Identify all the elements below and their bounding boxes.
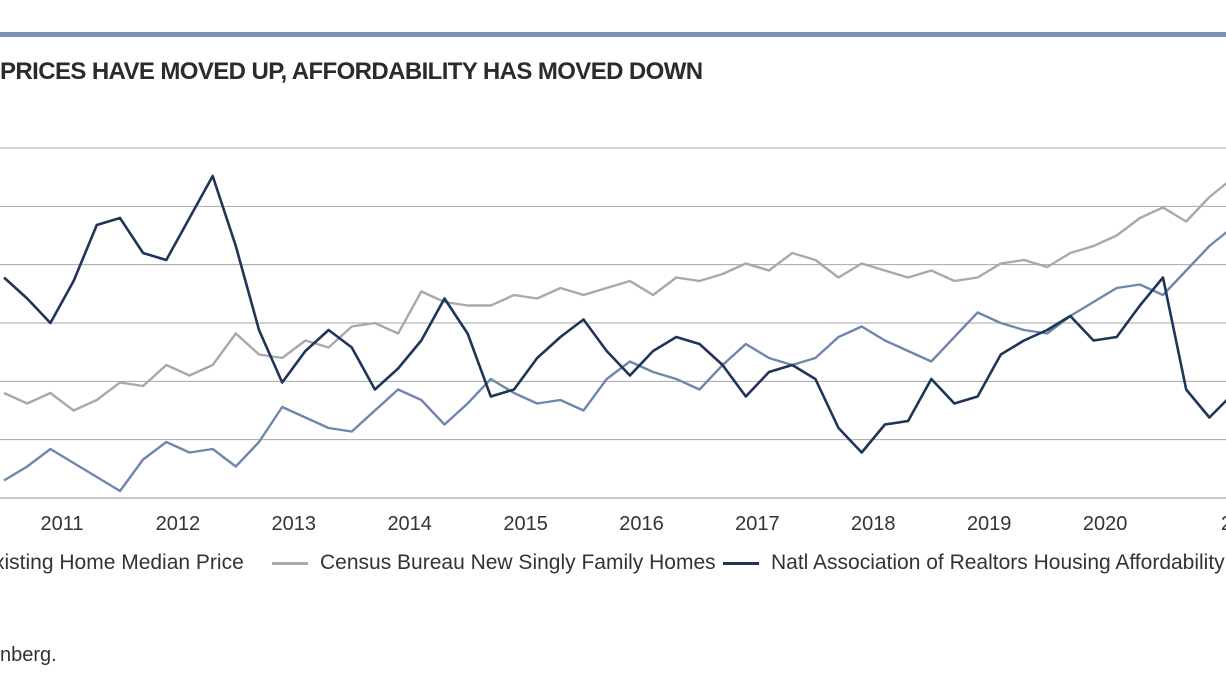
grid: [0, 147, 1226, 499]
x-tick-label: 2018: [851, 513, 896, 535]
x-tick-label: 2: [1221, 513, 1226, 535]
legend-swatch: [272, 561, 308, 565]
x-axis-ticks: 2011 2012 2013 2014 2015 2016 2017 2018 2019 2020…: [40, 513, 1226, 535]
line-chart: 2011 2012 2013 2014 2015 2016 2017 2018 2019 2020…: [0, 147, 1226, 535]
legend-item-affordability-index: Natl Association of Realtors Housing Aff…: [723, 548, 1226, 578]
series-line-0: [3, 231, 1226, 493]
legend-label: Natl Association of Realtors Housing Aff…: [771, 551, 1226, 574]
chart-title: PRICES HAVE MOVED UP, AFFORDABILITY HAS …: [0, 58, 703, 85]
x-tick-label: 2012: [156, 513, 201, 535]
legend-item-existing-home-price: xisting Home Median Price: [0, 548, 244, 578]
series-lines: [3, 174, 1226, 493]
series-line-1: [3, 182, 1226, 412]
source-note: nberg.: [0, 644, 57, 666]
x-tick-label: 2016: [619, 513, 664, 535]
legend: xisting Home Median Price Census Bureau …: [0, 548, 1226, 578]
top-rule: [0, 32, 1226, 37]
x-tick-label: 2020: [1083, 513, 1128, 535]
x-tick-label: 2011: [40, 513, 83, 535]
x-tick-label: 2019: [967, 513, 1012, 535]
x-tick-label: 2017: [735, 513, 780, 535]
legend-swatch: [723, 561, 759, 565]
x-tick-label: 2013: [272, 513, 317, 535]
legend-label: Census Bureau New Singly Family Homes: [320, 551, 716, 574]
legend-item-census-new-homes: Census Bureau New Singly Family Homes: [272, 548, 716, 578]
x-tick-label: 2015: [503, 513, 548, 535]
x-tick-label: 2014: [387, 513, 432, 535]
series-line-2: [3, 174, 1226, 454]
legend-label: xisting Home Median Price: [0, 551, 244, 574]
